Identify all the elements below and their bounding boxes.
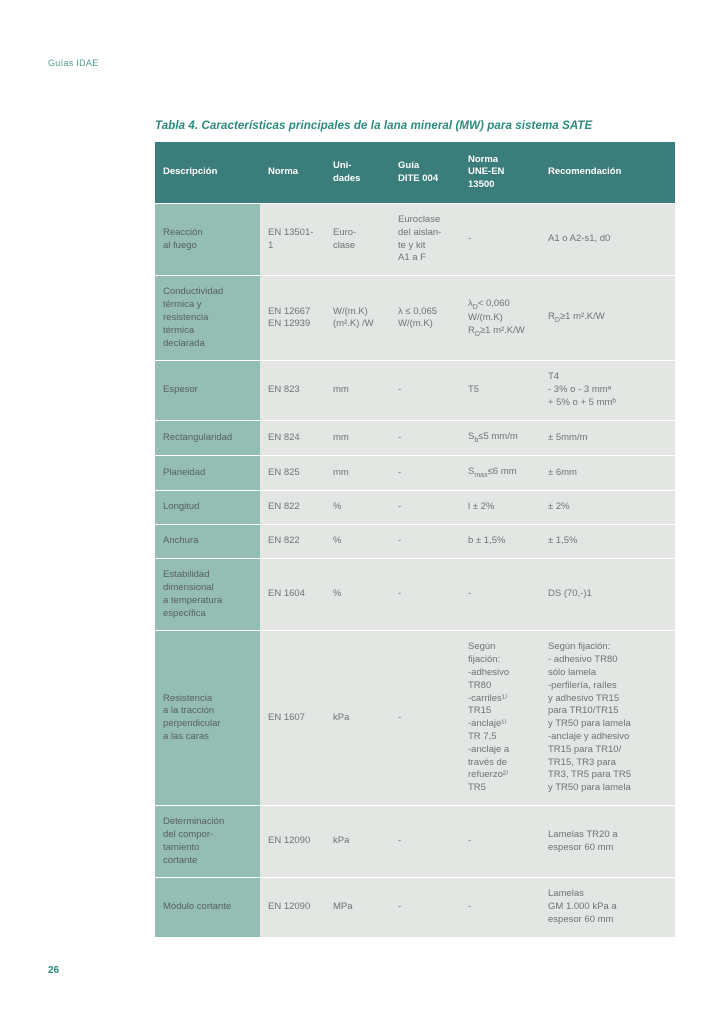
cell-norma: EN 13501-1 bbox=[260, 204, 325, 276]
cell-unidades: mm bbox=[325, 456, 390, 491]
table-row: Resistenciaa la tracciónperpendiculara l… bbox=[155, 631, 675, 806]
cell-une: - bbox=[460, 559, 540, 631]
cell-dite: - bbox=[390, 525, 460, 559]
cell-recomendacion: ± 1,5% bbox=[540, 525, 675, 559]
cell-desc: Reacciónal fuego bbox=[155, 204, 260, 276]
cell-unidades: % bbox=[325, 559, 390, 631]
cell-norma: EN 12667EN 12939 bbox=[260, 276, 325, 361]
cell-recomendacion: A1 o A2-s1, d0 bbox=[540, 204, 675, 276]
table-body: Reacciónal fuegoEN 13501-1Euro-claseEuro… bbox=[155, 204, 675, 938]
col-guia-dite: GuíaDITE 004 bbox=[390, 142, 460, 204]
cell-norma: EN 823 bbox=[260, 361, 325, 420]
cell-dite: - bbox=[390, 361, 460, 420]
cell-une: Sb≤5 mm/m bbox=[460, 420, 540, 455]
cell-desc: Estabilidaddimensionala temperaturaespec… bbox=[155, 559, 260, 631]
col-recomendacion: Recomendación bbox=[540, 142, 675, 204]
cell-norma: EN 1604 bbox=[260, 559, 325, 631]
cell-recomendacion: RD≥1 m².K/W bbox=[540, 276, 675, 361]
cell-dite: - bbox=[390, 878, 460, 937]
cell-recomendacion: ± 5mm/m bbox=[540, 420, 675, 455]
cell-norma: EN 12090 bbox=[260, 878, 325, 937]
cell-dite: Euroclasedel aislan-te y kitA1 a F bbox=[390, 204, 460, 276]
page-number: 26 bbox=[48, 965, 59, 976]
cell-dite: - bbox=[390, 631, 460, 806]
col-norma: Norma bbox=[260, 142, 325, 204]
col-unidades: Uni-dades bbox=[325, 142, 390, 204]
cell-dite: - bbox=[390, 559, 460, 631]
cell-desc: Resistenciaa la tracciónperpendiculara l… bbox=[155, 631, 260, 806]
cell-recomendacion: LamelasGM 1.000 kPa aespesor 60 mm bbox=[540, 878, 675, 937]
cell-unidades: Euro-clase bbox=[325, 204, 390, 276]
cell-desc: Módulo cortante bbox=[155, 878, 260, 937]
cell-recomendacion: ± 2% bbox=[540, 491, 675, 525]
cell-desc: Anchura bbox=[155, 525, 260, 559]
cell-desc: Planeidad bbox=[155, 456, 260, 491]
table-header-row: Descripción Norma Uni-dades GuíaDITE 004… bbox=[155, 142, 675, 204]
cell-recomendacion: DS (70,-)1 bbox=[540, 559, 675, 631]
cell-norma: EN 822 bbox=[260, 491, 325, 525]
cell-desc: Determinacióndel compor-tamientocortante bbox=[155, 806, 260, 878]
table-row: Módulo cortanteEN 12090MPa--LamelasGM 1.… bbox=[155, 878, 675, 937]
cell-une: λD< 0,060W/(m.K)RD≥1 m².K/W bbox=[460, 276, 540, 361]
cell-norma: EN 12090 bbox=[260, 806, 325, 878]
cell-unidades: mm bbox=[325, 420, 390, 455]
cell-unidades: kPa bbox=[325, 806, 390, 878]
cell-dite: - bbox=[390, 420, 460, 455]
cell-desc: Espesor bbox=[155, 361, 260, 420]
cell-dite: - bbox=[390, 491, 460, 525]
table-row: PlaneidadEN 825mm-Smax≤6 mm± 6mm bbox=[155, 456, 675, 491]
cell-une: Segúnfijación:-adhesivoTR80-carriles¹⁾TR… bbox=[460, 631, 540, 806]
cell-une: T5 bbox=[460, 361, 540, 420]
cell-unidades: mm bbox=[325, 361, 390, 420]
cell-desc: Conductividadtérmica yresistenciatérmica… bbox=[155, 276, 260, 361]
cell-une: Smax≤6 mm bbox=[460, 456, 540, 491]
table-row: Reacciónal fuegoEN 13501-1Euro-claseEuro… bbox=[155, 204, 675, 276]
col-norma-une: NormaUNE-EN13500 bbox=[460, 142, 540, 204]
table-row: Determinacióndel compor-tamientocortante… bbox=[155, 806, 675, 878]
cell-dite: - bbox=[390, 456, 460, 491]
characteristics-table: Descripción Norma Uni-dades GuíaDITE 004… bbox=[155, 142, 675, 938]
header-label: Guías IDAE bbox=[48, 58, 99, 68]
cell-norma: EN 822 bbox=[260, 525, 325, 559]
table-row: RectangularidadEN 824mm-Sb≤5 mm/m± 5mm/m bbox=[155, 420, 675, 455]
cell-norma: EN 824 bbox=[260, 420, 325, 455]
cell-dite: - bbox=[390, 806, 460, 878]
cell-une: b ± 1,5% bbox=[460, 525, 540, 559]
cell-recomendacion: Lamelas TR20 aespesor 60 mm bbox=[540, 806, 675, 878]
cell-desc: Rectangularidad bbox=[155, 420, 260, 455]
cell-norma: EN 825 bbox=[260, 456, 325, 491]
cell-dite: λ ≤ 0,065W/(m.K) bbox=[390, 276, 460, 361]
cell-unidades: W/(m.K)(m².K) /W bbox=[325, 276, 390, 361]
cell-une: l ± 2% bbox=[460, 491, 540, 525]
cell-recomendacion: Según fijación:- adhesivo TR80sólo lamel… bbox=[540, 631, 675, 806]
main-content: Tabla 4. Características principales de … bbox=[155, 120, 675, 938]
table-row: Estabilidaddimensionala temperaturaespec… bbox=[155, 559, 675, 631]
cell-norma: EN 1607 bbox=[260, 631, 325, 806]
cell-desc: Longitud bbox=[155, 491, 260, 525]
cell-une: - bbox=[460, 204, 540, 276]
table-title: Tabla 4. Características principales de … bbox=[155, 120, 675, 132]
cell-unidades: % bbox=[325, 491, 390, 525]
table-row: EspesorEN 823mm-T5T4- 3% o - 3 mmᵃ+ 5% o… bbox=[155, 361, 675, 420]
cell-unidades: % bbox=[325, 525, 390, 559]
table-row: AnchuraEN 822%-b ± 1,5%± 1,5% bbox=[155, 525, 675, 559]
cell-unidades: MPa bbox=[325, 878, 390, 937]
cell-une: - bbox=[460, 878, 540, 937]
cell-une: - bbox=[460, 806, 540, 878]
table-row: LongitudEN 822%-l ± 2%± 2% bbox=[155, 491, 675, 525]
col-descripcion: Descripción bbox=[155, 142, 260, 204]
cell-recomendacion: T4- 3% o - 3 mmᵃ+ 5% o + 5 mmᵇ bbox=[540, 361, 675, 420]
cell-recomendacion: ± 6mm bbox=[540, 456, 675, 491]
cell-unidades: kPa bbox=[325, 631, 390, 806]
table-row: Conductividadtérmica yresistenciatérmica… bbox=[155, 276, 675, 361]
